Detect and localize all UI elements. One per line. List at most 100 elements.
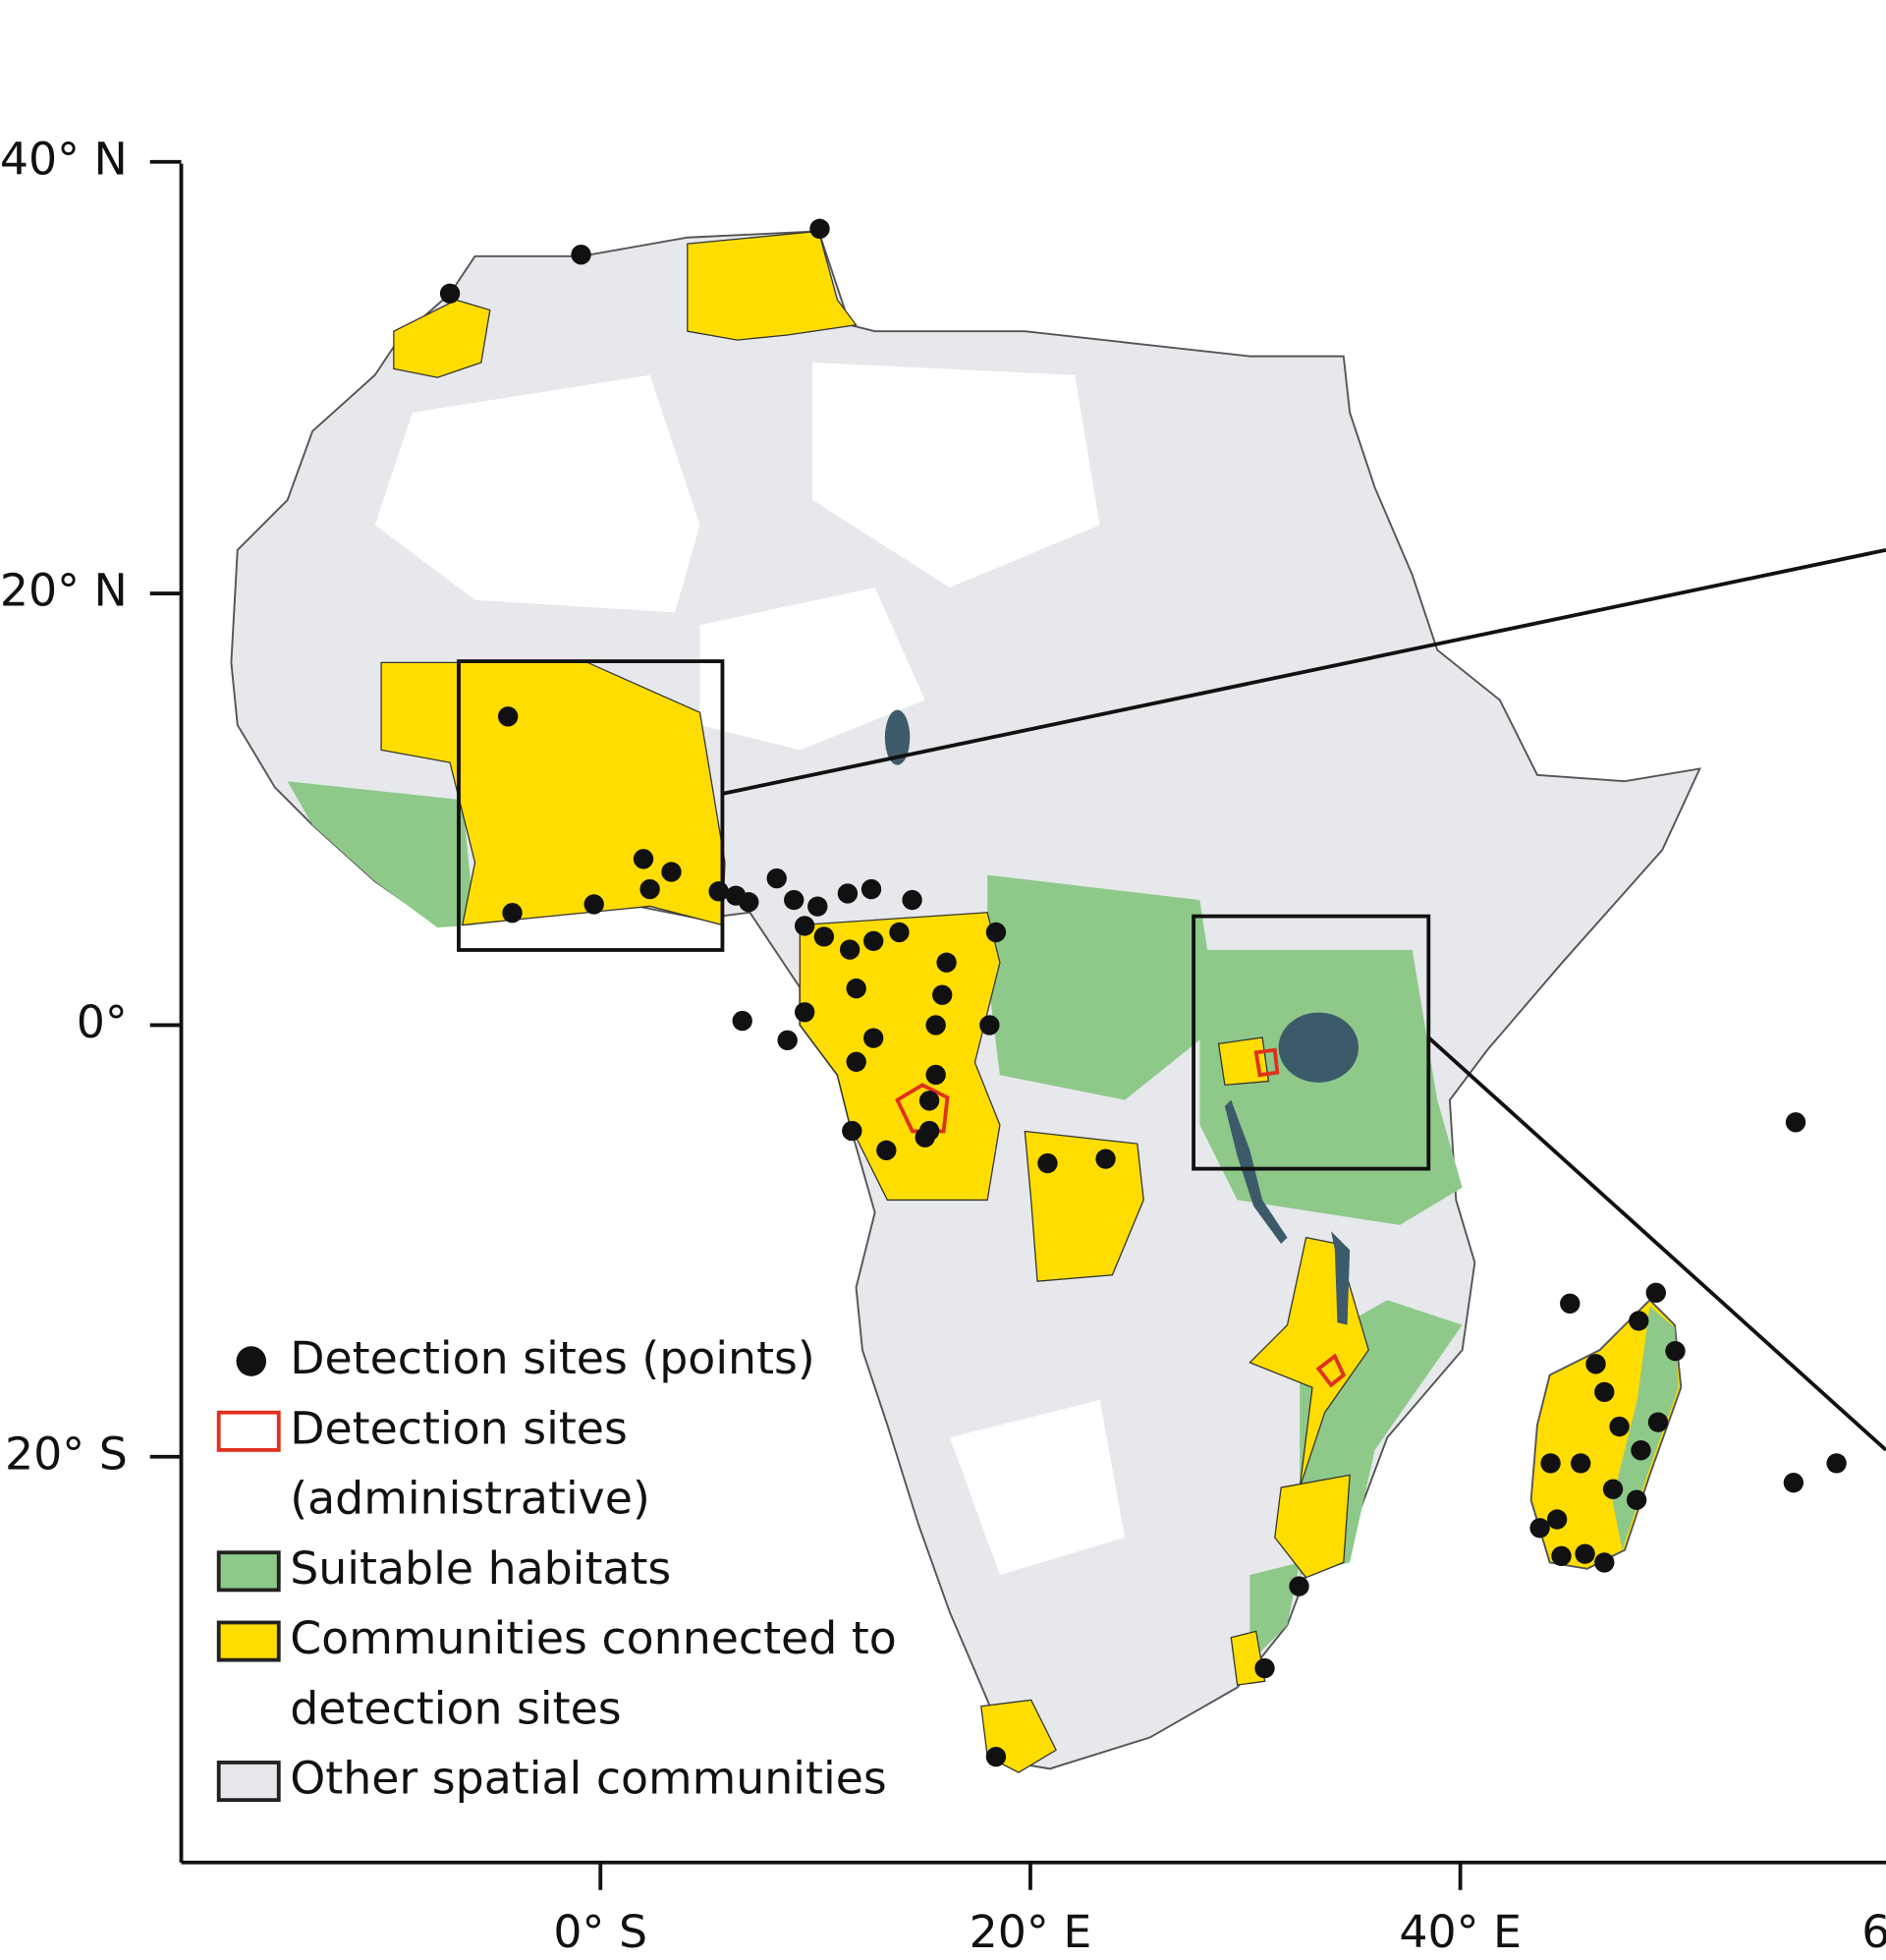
detection-site: [583, 894, 604, 915]
legend-label: Other spatial communities: [290, 1752, 887, 1805]
detection-site: [777, 1030, 798, 1050]
detection-site: [846, 1051, 866, 1072]
detection-site: [639, 878, 660, 900]
detection-site: [1254, 1657, 1275, 1679]
detection-site: [1575, 1543, 1595, 1564]
inset-markers: [457, 547, 1886, 1452]
habitat: [987, 874, 1219, 1100]
detection-site: [502, 903, 523, 924]
habitat: [1199, 949, 1463, 1225]
detection-site: [1095, 1148, 1116, 1169]
detection-site: [807, 896, 828, 917]
admin-site: [895, 1083, 950, 1134]
inset-line: [722, 547, 1886, 796]
legend-label: (administrative): [290, 1472, 650, 1525]
admin-site: [1253, 1047, 1280, 1078]
detection-site: [1571, 1453, 1591, 1474]
detection-site: [860, 878, 882, 900]
y-tick-label: 20° N: [0, 564, 128, 617]
detection-site: [1665, 1340, 1686, 1362]
x-tick-label: 0° S: [553, 1905, 647, 1958]
legend-label: Detection sites: [290, 1401, 628, 1454]
admin-sites: [895, 1047, 1347, 1388]
x-tick-label: 20° E: [970, 1905, 1092, 1958]
white-area: [699, 587, 925, 751]
habitat: [1249, 1562, 1301, 1663]
lake: [884, 709, 911, 765]
legend-swatch: [216, 1620, 281, 1662]
detection-site: [1540, 1453, 1561, 1474]
detection-site: [633, 849, 654, 869]
legend-marker: [236, 1346, 267, 1376]
detection-site: [813, 926, 835, 947]
admin-site: [1315, 1353, 1347, 1388]
detection-site: [732, 1010, 752, 1032]
detection-site: [863, 1028, 884, 1048]
legend-label: detection sites: [290, 1681, 621, 1734]
map-background: [230, 230, 1886, 1773]
detection-site: [1785, 1112, 1806, 1133]
detection-site: [497, 706, 519, 727]
x-tick-label: 60: [1861, 1905, 1886, 1958]
y-tick-label: 0°: [77, 995, 128, 1048]
detection-site: [1037, 1152, 1058, 1174]
inset-box: [457, 659, 725, 952]
detection-site: [918, 1091, 940, 1111]
detection-site: [839, 939, 860, 960]
detection-site: [766, 868, 787, 889]
legend-swatch: [216, 1761, 281, 1803]
detection-site: [842, 1120, 862, 1142]
lake: [1278, 1012, 1359, 1083]
detection-site: [902, 889, 922, 911]
legend: Detection sites (points) Detection sites (…: [216, 1331, 897, 1805]
community: [687, 230, 858, 341]
community: [799, 912, 1001, 1202]
detection-site: [876, 1140, 897, 1161]
inset-box: [1192, 914, 1431, 1171]
detection-site: [1602, 1479, 1624, 1499]
detection-site: [1626, 1489, 1647, 1510]
legend-label: Suitable habitats: [290, 1541, 671, 1595]
legend-label: Communities connected to: [290, 1611, 897, 1664]
detection-site: [1631, 1440, 1651, 1461]
detection-site: [1609, 1416, 1630, 1437]
detection-site: [936, 952, 957, 973]
detection-site: [739, 892, 759, 913]
detection-site: [915, 1127, 935, 1148]
community: [1217, 1036, 1270, 1087]
community: [1274, 1474, 1351, 1579]
lakes: [884, 709, 1359, 1325]
detection-site: [1629, 1311, 1649, 1331]
lake: [1224, 1099, 1288, 1244]
detection-site: [846, 978, 866, 999]
inset-line: [1427, 1036, 1886, 1452]
detection-site: [985, 1746, 1007, 1767]
detection-site: [925, 1015, 946, 1036]
detection-site: [1551, 1545, 1572, 1567]
white-areas: [374, 362, 1126, 1576]
y-tick-label: 20° S: [5, 1427, 128, 1480]
detection-site: [1645, 1282, 1666, 1304]
detection-site: [1585, 1354, 1606, 1374]
detection-site: [1546, 1509, 1568, 1530]
y-tick-label: 40° N: [0, 132, 128, 185]
detection-site: [1783, 1472, 1804, 1493]
legend-label: Detection sites (points): [290, 1331, 815, 1384]
lake: [1331, 1231, 1351, 1325]
legend-swatch: [216, 1550, 281, 1593]
white-area: [374, 374, 700, 613]
detection-site: [1826, 1453, 1847, 1474]
detection-site: [889, 922, 910, 943]
detection-site: [661, 862, 682, 882]
detection-site: [932, 984, 953, 1005]
detection-site: [1529, 1518, 1550, 1539]
detection-site: [439, 283, 461, 304]
detection-site: [708, 881, 729, 902]
detection-site: [979, 1015, 1000, 1036]
x-tick-label: 40° E: [1399, 1905, 1522, 1958]
detection-site: [784, 889, 804, 911]
detection-site: [1594, 1381, 1615, 1403]
detection-site: [1560, 1293, 1581, 1314]
